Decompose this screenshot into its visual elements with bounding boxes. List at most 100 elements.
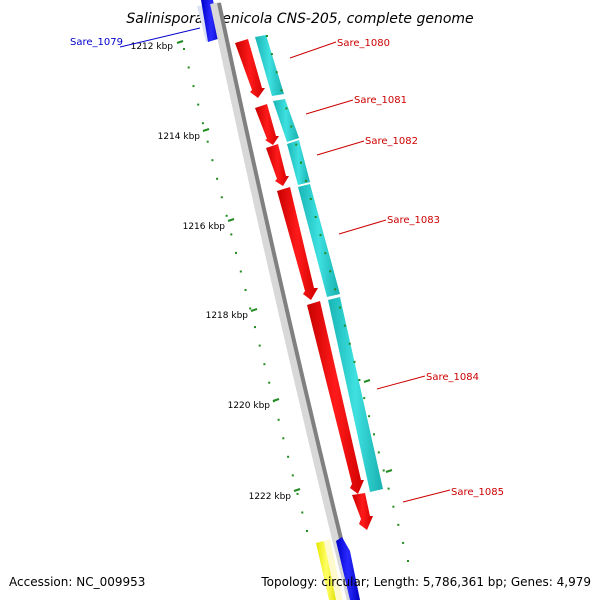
tick-1222: 1222 kbp: [249, 488, 301, 502]
gene-cyan-2[interactable]: [273, 99, 299, 142]
label-sare-1084[interactable]: Sare_1084: [376, 372, 479, 390]
scale-dot: [407, 560, 409, 562]
scale-dot: [348, 342, 351, 345]
scale-dot: [324, 252, 327, 255]
genome-summary: Topology: circular; Length: 5,786,361 bp…: [260, 575, 591, 589]
scale-dot: [301, 511, 304, 514]
tick-label-1214: 1214 kbp: [158, 132, 201, 142]
svg-text:Sare_1081: Sare_1081: [354, 95, 407, 106]
scale-dot: [309, 197, 312, 200]
strand-cyan: [255, 35, 383, 492]
tick-label-1218: 1218 kbp: [206, 311, 249, 321]
scale-dot: [304, 179, 307, 182]
svg-text:Sare_1082: Sare_1082: [365, 136, 418, 147]
scale-dot: [230, 233, 233, 236]
svg-text:Sare_1083: Sare_1083: [387, 215, 440, 226]
scale-dot: [216, 177, 219, 180]
gene-bottom-blue[interactable]: [336, 537, 360, 600]
gene-red-sare-1085[interactable]: [352, 493, 373, 530]
svg-text:Sare_1085: Sare_1085: [451, 487, 504, 498]
scale-dot: [280, 89, 283, 92]
scale-dot: [397, 523, 400, 526]
gene-cyan-4[interactable]: [298, 184, 340, 297]
scale-dot: [268, 381, 271, 384]
scale-dot: [377, 451, 380, 454]
scale-dot: [382, 469, 385, 472]
scale-dotted-line-right: [266, 35, 409, 562]
scale-dot: [295, 143, 298, 146]
scale-dot: [266, 35, 268, 37]
scale-dot: [183, 48, 185, 50]
svg-text:Sare_1080: Sare_1080: [337, 38, 390, 49]
scale-dot: [291, 474, 294, 477]
scale-dot: [329, 270, 332, 273]
tick-label-1220: 1220 kbp: [228, 401, 271, 411]
label-sare-1083[interactable]: Sare_1083: [338, 215, 440, 235]
scale-dot: [249, 307, 252, 310]
scale-dot: [225, 214, 228, 217]
scale-dot: [338, 306, 341, 309]
scale-dot: [392, 505, 395, 508]
gene-red-sare-1084[interactable]: [307, 301, 364, 494]
tick-label-1222: 1222 kbp: [249, 492, 292, 502]
scale-dot: [254, 326, 256, 329]
map-title: Salinispora arenicola CNS-205, complete …: [126, 11, 473, 27]
label-sare-1080[interactable]: Sare_1080: [289, 38, 390, 59]
scale-dot: [363, 397, 366, 400]
scale-dot: [319, 234, 322, 237]
label-sare-1085[interactable]: Sare_1085: [402, 487, 504, 503]
scale-dot: [220, 196, 223, 199]
scale-dot: [287, 455, 290, 458]
tick-label-1212: 1212 kbp: [131, 42, 174, 52]
scale-dot: [192, 85, 195, 88]
scale-dot: [306, 530, 308, 532]
scale-dot: [353, 360, 356, 363]
scale-dot: [373, 433, 375, 436]
tick-1216: 1216 kbp: [183, 218, 235, 232]
scale-dot: [235, 251, 237, 254]
scale-dot: [270, 53, 273, 56]
scale-dot: [296, 492, 299, 495]
scale-dot: [258, 344, 261, 347]
scale-dot: [206, 140, 209, 143]
scale-dot: [244, 289, 247, 291]
scale-dot: [314, 216, 317, 218]
gene-cyan-5[interactable]: [328, 297, 383, 492]
gene-bottom-yellow-2[interactable]: [324, 539, 343, 600]
scale-dot: [402, 541, 405, 544]
label-sare-1081[interactable]: Sare_1081: [305, 95, 407, 115]
genome-backbone: [217, 2, 358, 600]
scale-dot: [239, 270, 242, 273]
scale-dot: [201, 122, 204, 125]
gene-red-sare-1080[interactable]: [235, 39, 265, 98]
label-sare-1082[interactable]: Sare_1082: [316, 136, 418, 156]
scale-dot: [334, 288, 337, 291]
tick-label-1216: 1216 kbp: [183, 222, 226, 232]
scale-dot: [290, 125, 293, 128]
gene-red-sare-1081[interactable]: [255, 104, 279, 145]
scale-dot: [277, 418, 280, 421]
genome-backbone-light: [210, 1, 357, 600]
tick-1212: 1212 kbp: [131, 40, 184, 52]
scale-dot: [300, 161, 302, 164]
tick-1214: 1214 kbp: [158, 128, 210, 142]
gene-red-sare-1082[interactable]: [266, 144, 289, 186]
scale-dot: [211, 159, 214, 162]
scale-dot: [285, 107, 288, 110]
gene-red-sare-1083[interactable]: [277, 187, 318, 300]
scale-dot: [263, 363, 266, 366]
svg-text:Sare_1084: Sare_1084: [426, 372, 479, 383]
svg-text:Sare_1079: Sare_1079: [70, 37, 123, 48]
label-sare-1079[interactable]: Sare_1079: [70, 27, 201, 48]
gene-cyan-3[interactable]: [287, 140, 310, 185]
gene-bottom-yellow-1[interactable]: [316, 541, 337, 600]
scale-dot: [197, 103, 200, 106]
scale-dot: [368, 415, 371, 418]
scale-dot: [387, 487, 390, 490]
strand-red: [235, 39, 373, 530]
gene-cyan-1[interactable]: [255, 35, 284, 96]
scale-dot: [187, 66, 190, 69]
tick-1218: 1218 kbp: [206, 308, 258, 321]
scale-dot: [282, 437, 285, 440]
